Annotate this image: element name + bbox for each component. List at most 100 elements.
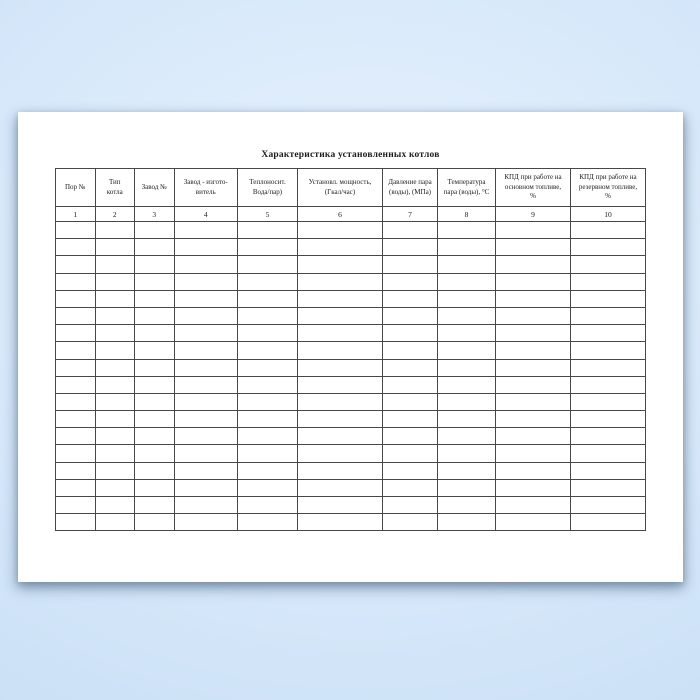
empty-cell xyxy=(382,341,438,360)
empty-cell xyxy=(134,272,175,291)
header-cell-5: Теплоносит. Вода/пар) xyxy=(237,168,298,207)
empty-cell xyxy=(134,478,175,498)
empty-cell xyxy=(134,324,175,343)
empty-cell xyxy=(134,358,175,377)
empty-cell xyxy=(173,341,238,360)
empty-cell xyxy=(134,444,175,463)
empty-cell xyxy=(382,272,438,291)
header-cell-8: Температура пара (воды), °С xyxy=(437,168,496,207)
empty-cell xyxy=(297,478,383,498)
empty-cell xyxy=(382,392,438,412)
empty-cell xyxy=(437,375,496,394)
empty-cell xyxy=(237,478,298,498)
header-cell-3: Завод № xyxy=(134,168,175,207)
empty-cell xyxy=(237,444,298,463)
empty-cell xyxy=(94,461,135,480)
empty-cell xyxy=(297,495,383,515)
header-cell-10: КПД при работе на резервном топливе, % xyxy=(570,168,646,207)
empty-cell xyxy=(237,341,298,360)
empty-cell xyxy=(382,513,438,532)
empty-cell xyxy=(55,324,96,343)
empty-cell xyxy=(495,306,571,326)
empty-cell xyxy=(55,272,96,291)
empty-cell xyxy=(437,444,496,463)
empty-cell xyxy=(173,306,238,326)
empty-cell xyxy=(55,341,96,360)
empty-cell xyxy=(55,306,96,326)
header-cell-4: Завод - изгото- витель xyxy=(173,168,238,207)
empty-row xyxy=(55,289,646,308)
empty-cell xyxy=(297,375,383,394)
empty-cell xyxy=(55,478,96,498)
empty-cell xyxy=(570,410,646,429)
empty-cell xyxy=(134,255,175,274)
empty-cell xyxy=(173,324,238,343)
empty-cell xyxy=(297,427,383,446)
empty-cell xyxy=(297,238,383,257)
empty-cell xyxy=(55,513,96,532)
empty-cell xyxy=(437,255,496,274)
empty-cell xyxy=(55,220,96,240)
empty-cell xyxy=(173,255,238,274)
empty-cell xyxy=(382,375,438,394)
empty-cell xyxy=(237,306,298,326)
empty-cell xyxy=(297,392,383,412)
empty-cell xyxy=(55,375,96,394)
document-title: Характеристика установленных котлов xyxy=(261,150,440,160)
empty-cell xyxy=(382,410,438,429)
empty-cell xyxy=(55,392,96,412)
empty-cell xyxy=(173,513,238,532)
empty-cell xyxy=(173,289,238,308)
empty-cell xyxy=(382,255,438,274)
empty-row xyxy=(55,306,646,326)
empty-cell xyxy=(237,238,298,257)
empty-cell xyxy=(437,410,496,429)
empty-cell xyxy=(495,238,571,257)
empty-cell xyxy=(237,513,298,532)
empty-cell xyxy=(94,306,135,326)
empty-cell xyxy=(134,410,175,429)
empty-row xyxy=(55,324,646,343)
empty-cell xyxy=(134,341,175,360)
empty-cell xyxy=(55,495,96,515)
empty-cell xyxy=(94,220,135,240)
empty-cell xyxy=(94,495,135,515)
empty-cell xyxy=(437,495,496,515)
column-number-row: 1 2 3 4 5 6 7 8 9 10 xyxy=(55,206,646,222)
empty-row xyxy=(55,375,646,394)
empty-cell xyxy=(570,427,646,446)
empty-cell xyxy=(94,513,135,532)
empty-cell xyxy=(297,410,383,429)
empty-cell xyxy=(437,220,496,240)
empty-cell xyxy=(570,272,646,291)
empty-cell xyxy=(570,238,646,257)
column-number-cell-8: 8 xyxy=(437,206,496,222)
empty-cell xyxy=(437,478,496,498)
empty-cell xyxy=(495,392,571,412)
empty-cell xyxy=(495,341,571,360)
empty-cell xyxy=(570,306,646,326)
header-cell-6: Установл. мощность, (Гкал/час) xyxy=(297,168,383,207)
empty-cell xyxy=(134,392,175,412)
empty-cell xyxy=(437,513,496,532)
empty-cell xyxy=(94,427,135,446)
empty-cell xyxy=(55,289,96,308)
empty-cell xyxy=(382,478,438,498)
empty-cell xyxy=(173,461,238,480)
empty-cell xyxy=(495,427,571,446)
column-number-cell-7: 7 xyxy=(382,206,438,222)
empty-cell xyxy=(237,461,298,480)
empty-cell xyxy=(94,255,135,274)
empty-cell xyxy=(94,375,135,394)
header-cell-7: Давление пара (воды), (МПа) xyxy=(382,168,438,207)
empty-cell xyxy=(495,444,571,463)
empty-cell xyxy=(437,324,496,343)
header-cell-9: КПД при работе на основном топливе, % xyxy=(495,168,571,207)
empty-row xyxy=(55,444,646,463)
empty-cell xyxy=(570,220,646,240)
empty-row xyxy=(55,478,646,498)
empty-cell xyxy=(55,255,96,274)
empty-cell xyxy=(570,461,646,480)
empty-cell xyxy=(297,324,383,343)
